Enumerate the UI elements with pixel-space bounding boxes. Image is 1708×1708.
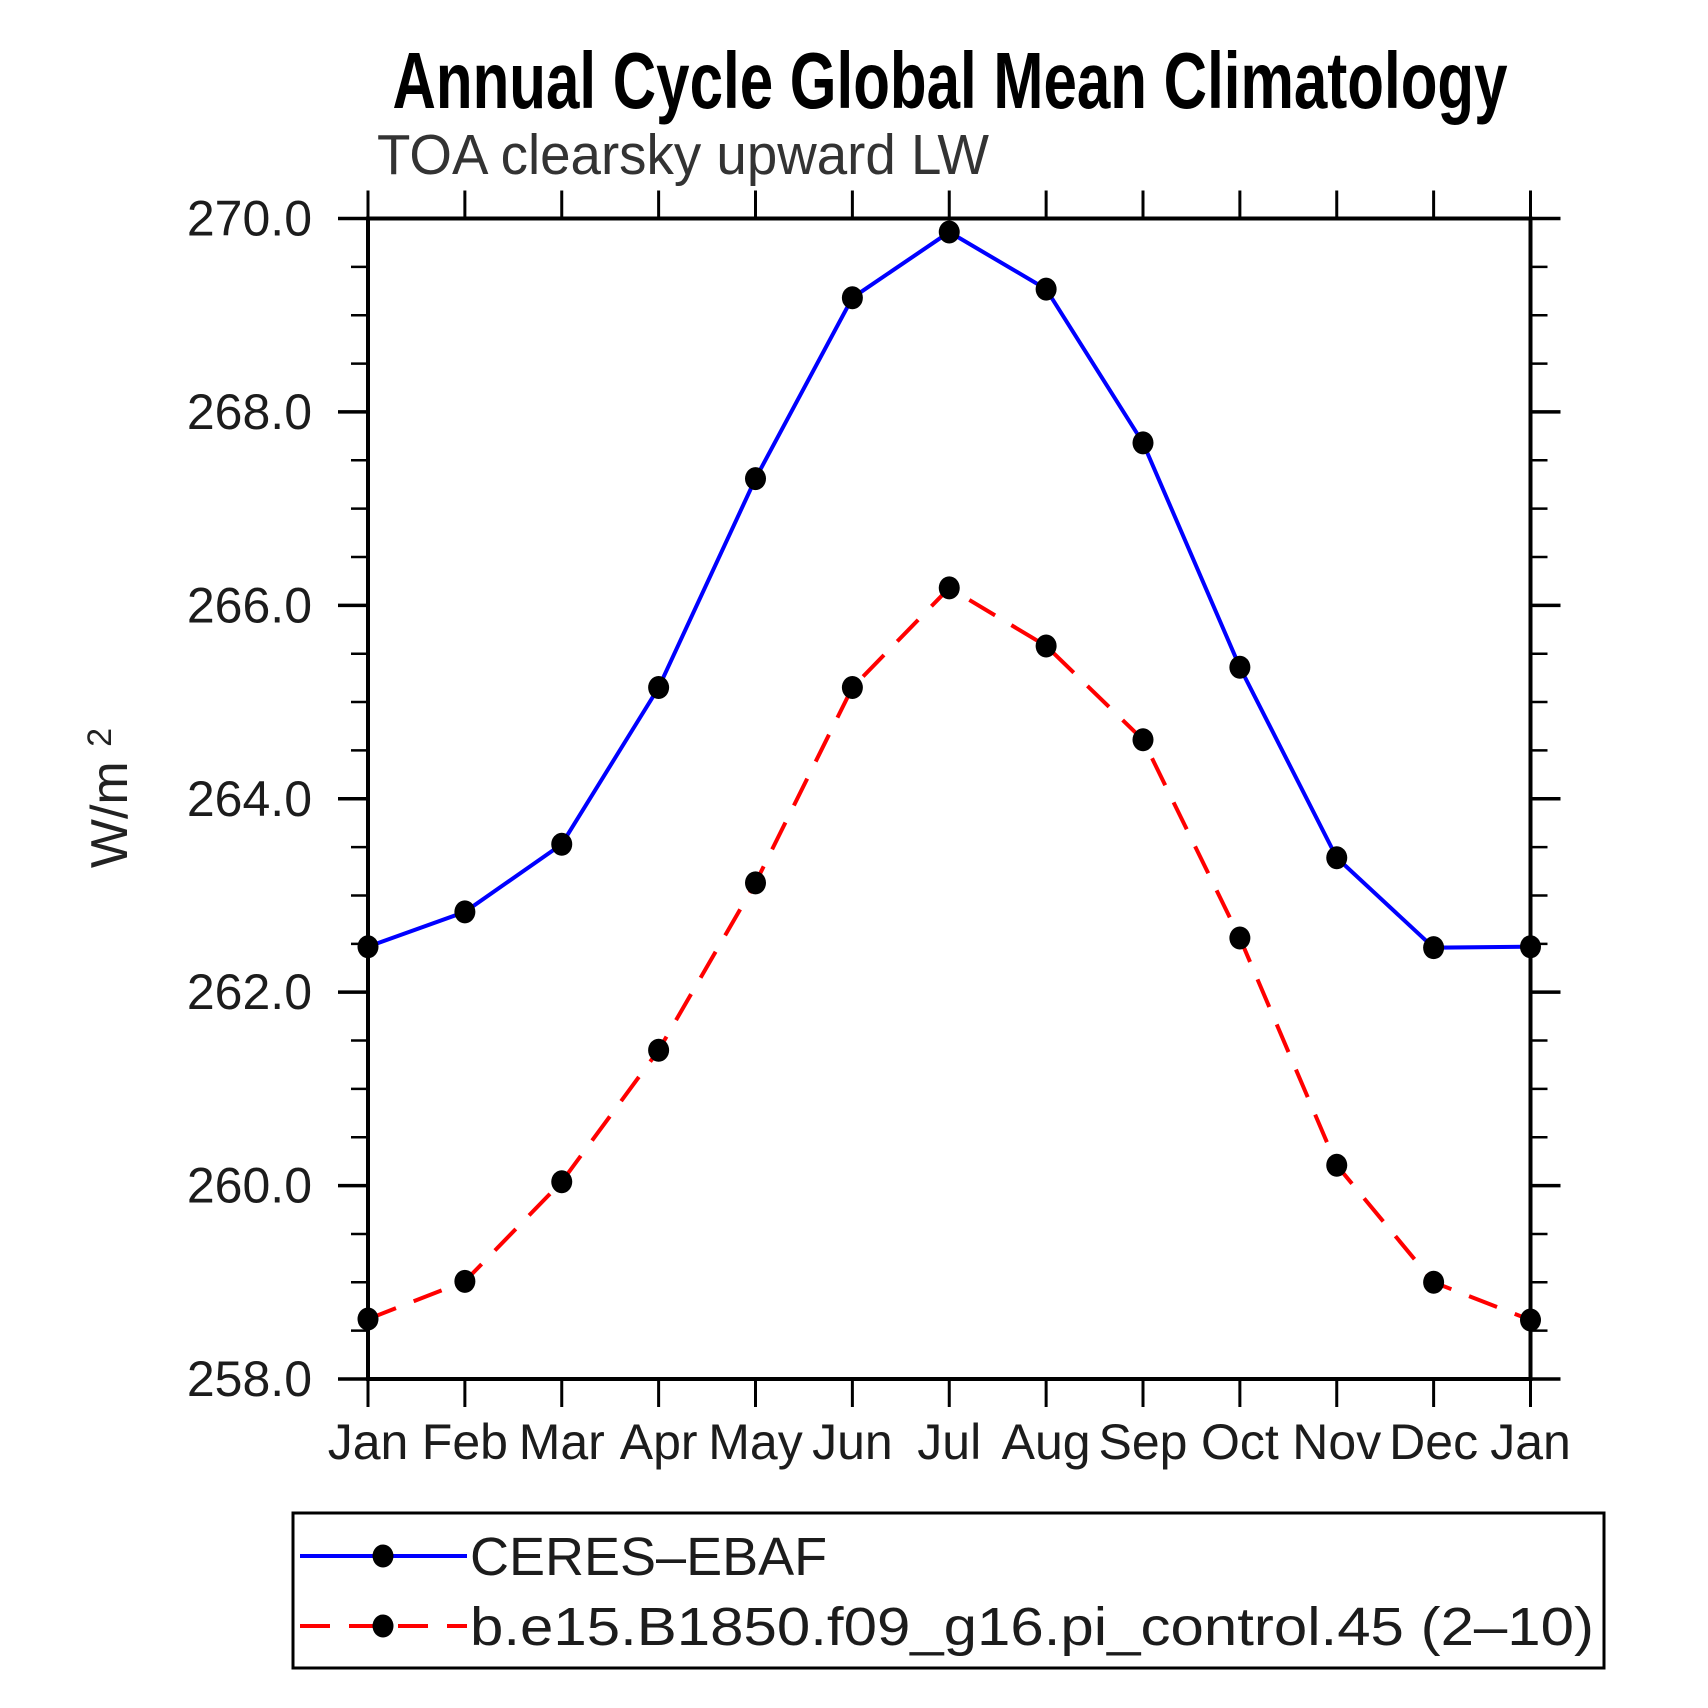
page-title: Annual Cycle Global Mean Climatology [393,36,1508,125]
data-point-marker [551,832,573,856]
legend-sample-marker [372,1614,394,1638]
data-series [357,220,1541,1332]
data-point-marker [648,1038,670,1062]
y-tick-label: 266.0 [187,577,312,633]
data-point-marker [1520,935,1541,959]
axis-tick-labels: Jan Feb Mar Apr May Jun Jul Aug Sep Oct Nov Dec Jan2… [187,191,1571,1471]
x-tick-label: Mar [519,1414,605,1470]
x-tick-label: Nov [1292,1414,1381,1470]
x-tick-label: Jan [328,1414,409,1470]
x-tick-label: Feb [422,1414,508,1470]
legend-box [291,1511,1606,1670]
data-point-marker [357,935,379,959]
y-tick-label: 264.0 [187,771,312,827]
data-point-marker [357,1307,379,1331]
data-point-marker [1132,431,1154,455]
x-tick-label: Sep [1099,1414,1188,1470]
legend-entry-model-run: b.e15.B1850.f09_g16.pi_control.45 (2–10) [470,1597,1594,1657]
chart-subtitle: TOA clearsky upward LW [377,123,989,187]
axis-ticks [338,190,1561,1407]
data-point-marker [648,676,670,700]
data-point-marker [938,576,960,600]
data-point-marker [1035,634,1057,658]
legend: CERES–EBAF b.e15.B1850.f09_g16.pi_contro… [291,1511,1606,1670]
data-point-marker [1132,728,1154,752]
data-point-marker [938,220,960,244]
data-point-marker [1035,277,1057,301]
data-point-marker [1326,1153,1348,1177]
data-point-marker [1326,846,1348,870]
y-tick-label: 260.0 [187,1158,312,1214]
data-point-marker [454,900,476,924]
x-tick-label: May [708,1414,802,1470]
y-tick-label: 270.0 [187,191,312,247]
x-tick-label: Jul [917,1414,981,1470]
series-line-model [367,585,1532,1322]
plot-frame [366,216,1533,1381]
legend-samples [300,1544,467,1638]
data-point-marker [1423,936,1445,960]
data-point-marker [745,467,766,491]
data-point-marker [454,1269,476,1293]
y-tick-label: 268.0 [187,384,312,440]
data-point-marker [841,676,863,700]
y-axis-label-exponent: 2 [81,728,119,747]
data-point-marker [745,871,766,895]
x-tick-label: Dec [1389,1414,1478,1470]
legend-entry-ceres-ebaf: CERES–EBAF [470,1527,827,1587]
data-point-marker [1229,926,1251,950]
y-tick-label: 262.0 [187,964,312,1020]
legend-sample-marker [372,1544,394,1568]
y-axis-label-base: W/m [81,761,139,868]
data-point-marker [1520,1308,1541,1332]
x-tick-label: Oct [1201,1414,1279,1470]
data-point-marker [841,286,863,310]
x-tick-label: Jan [1490,1414,1571,1470]
data-point-marker [1423,1270,1445,1294]
x-tick-label: Aug [1002,1414,1091,1470]
y-tick-label: 258.0 [187,1351,312,1407]
data-point-marker [1229,655,1251,679]
axes [366,216,1533,1381]
y-axis-label: W/m 2 [81,728,139,868]
data-point-marker [551,1170,573,1194]
x-tick-label: Jun [812,1414,893,1470]
x-tick-label: Apr [620,1414,698,1470]
